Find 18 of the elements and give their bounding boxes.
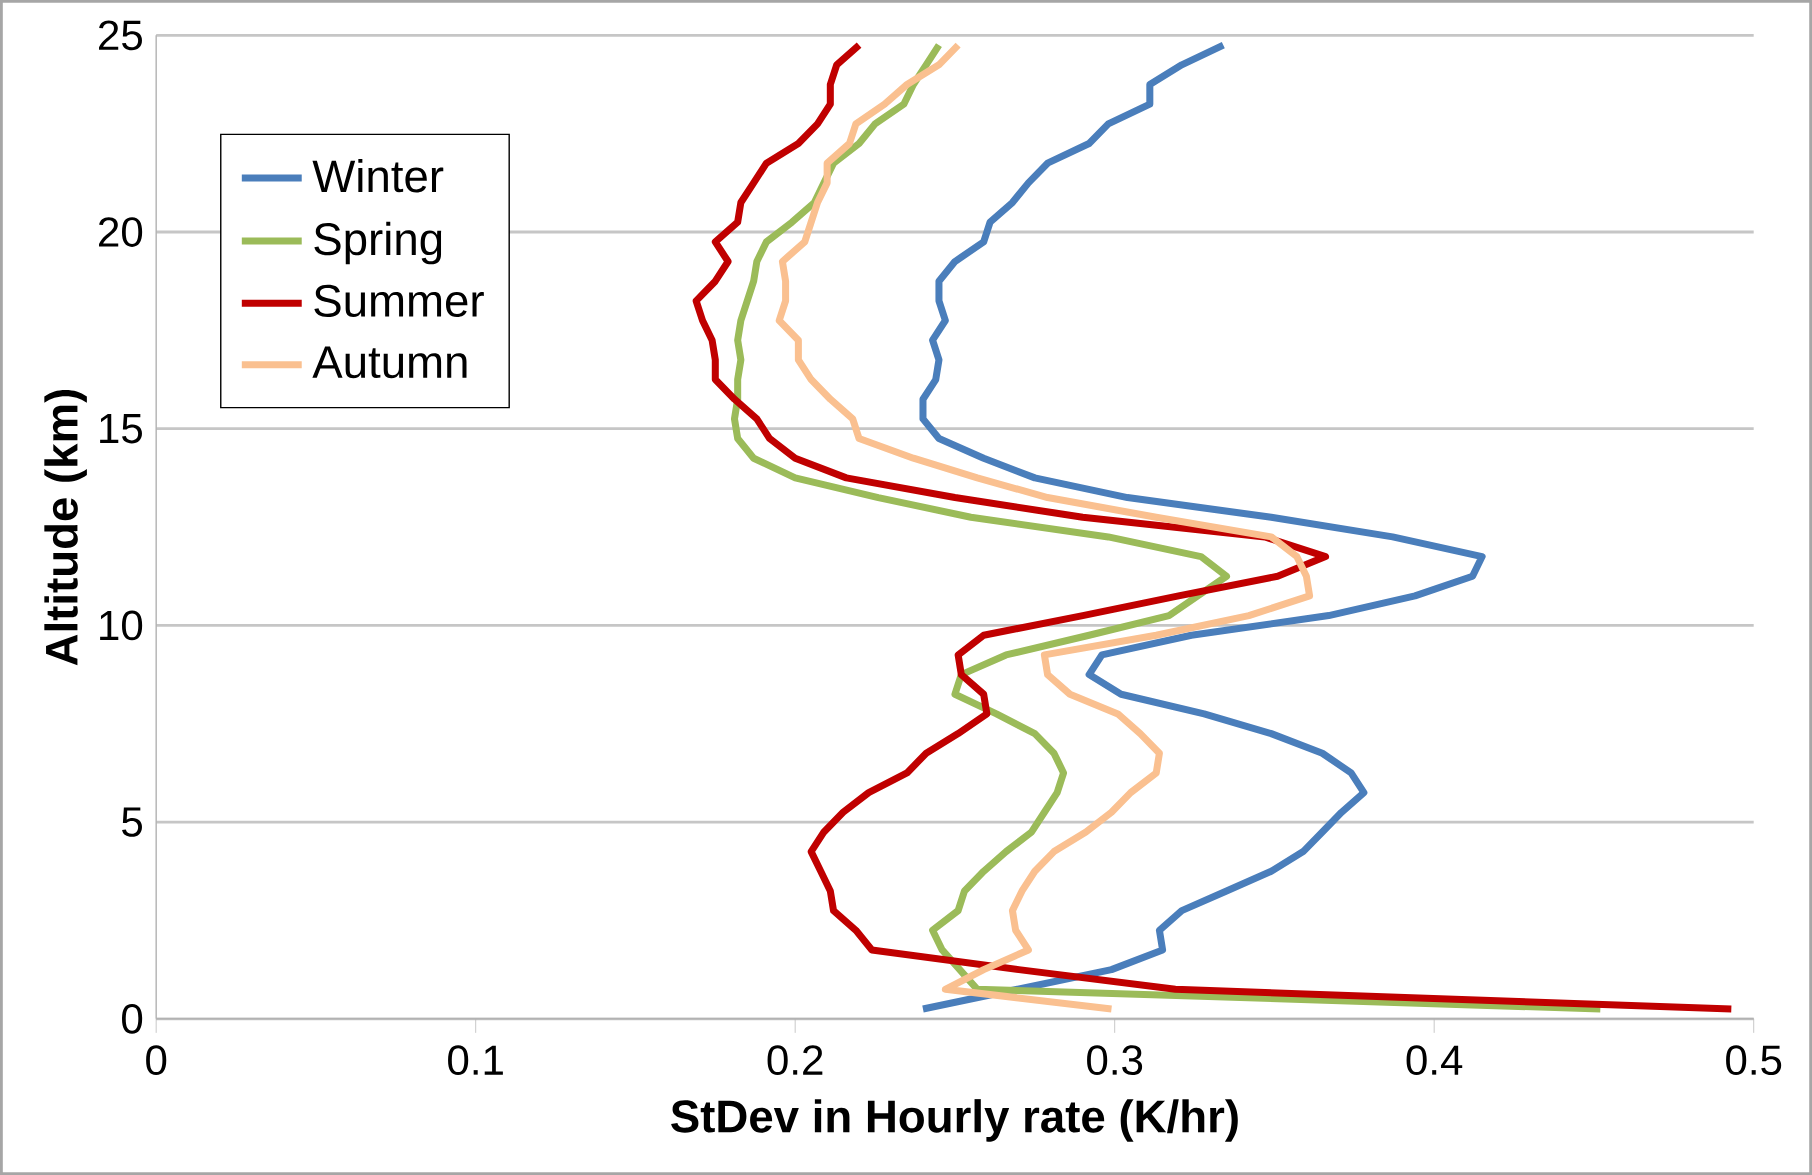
x-tick-label: 0.4 [1406, 1045, 1463, 1076]
x-axis-title: StDev in Hourly rate (K/hr) [671, 1099, 1238, 1142]
y-tick-label: 10 [100, 610, 143, 641]
legend-label: Winter [312, 158, 444, 193]
y-tick-label: 5 [122, 807, 142, 837]
x-tick-label: 0.5 [1726, 1045, 1782, 1076]
x-tick-label: 0.1 [448, 1045, 503, 1076]
y-tick-label: 15 [100, 414, 142, 444]
y-tick-label: 20 [99, 217, 143, 247]
legend-label: Autumn [312, 346, 467, 379]
x-tick-label: 0 [146, 1045, 167, 1076]
legend-label: Spring [314, 221, 442, 265]
y-axis-title: Altitude (km) [44, 389, 87, 666]
y-tick-label: 25 [99, 20, 142, 51]
legend-label: Summer [314, 284, 484, 318]
x-tick-label: 0.3 [1087, 1045, 1143, 1076]
y-tick-label: 0 [122, 1003, 143, 1034]
x-tick-label: 0.2 [767, 1045, 823, 1076]
